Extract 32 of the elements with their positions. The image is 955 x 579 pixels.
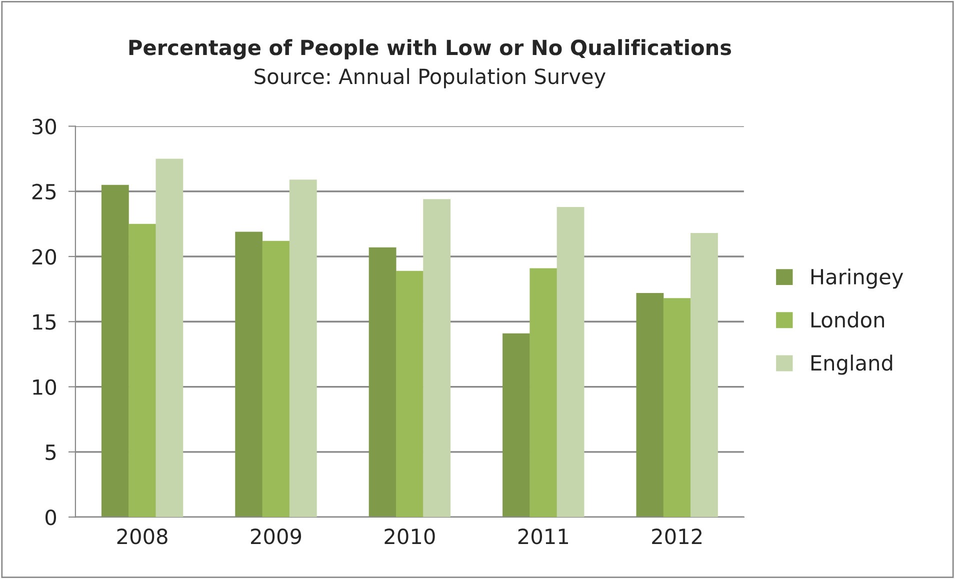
- bar: [262, 240, 290, 518]
- bar: [368, 247, 396, 518]
- chart-subtitle: Source: Annual Population Survey: [254, 68, 606, 88]
- bar: [235, 232, 263, 518]
- bar: [128, 224, 156, 518]
- y-tick-label: 5: [46, 444, 56, 460]
- x-tick-label: 2012: [652, 528, 702, 544]
- x-tick-label: 2011: [518, 528, 568, 544]
- bar: [663, 298, 691, 518]
- bar: [156, 158, 184, 518]
- y-tick-label: 20: [32, 248, 56, 265]
- bar: [502, 333, 530, 518]
- y-tick-label: 30: [32, 118, 56, 134]
- bar: [289, 180, 317, 518]
- y-tick-label: 15: [33, 314, 56, 330]
- legend-label: England: [811, 354, 892, 375]
- bar: [556, 206, 584, 518]
- chart-title: Percentage of People with Low or No Qualifications: [129, 39, 732, 60]
- bar: [396, 270, 424, 518]
- x-tick-label: 2010: [384, 528, 435, 544]
- bar: [423, 199, 451, 518]
- legend-label: London: [811, 312, 884, 328]
- legend-label: Haringey: [811, 268, 904, 289]
- bar: [101, 184, 129, 518]
- y-tick-label: 25: [32, 184, 56, 200]
- bar: [636, 292, 664, 518]
- x-tick-label: 2009: [251, 528, 302, 544]
- bar: [530, 268, 558, 518]
- y-tick-label: 0: [46, 510, 56, 526]
- bar: [690, 233, 718, 518]
- x-tick-label: 2008: [117, 528, 168, 544]
- y-tick-label: 10: [33, 379, 56, 395]
